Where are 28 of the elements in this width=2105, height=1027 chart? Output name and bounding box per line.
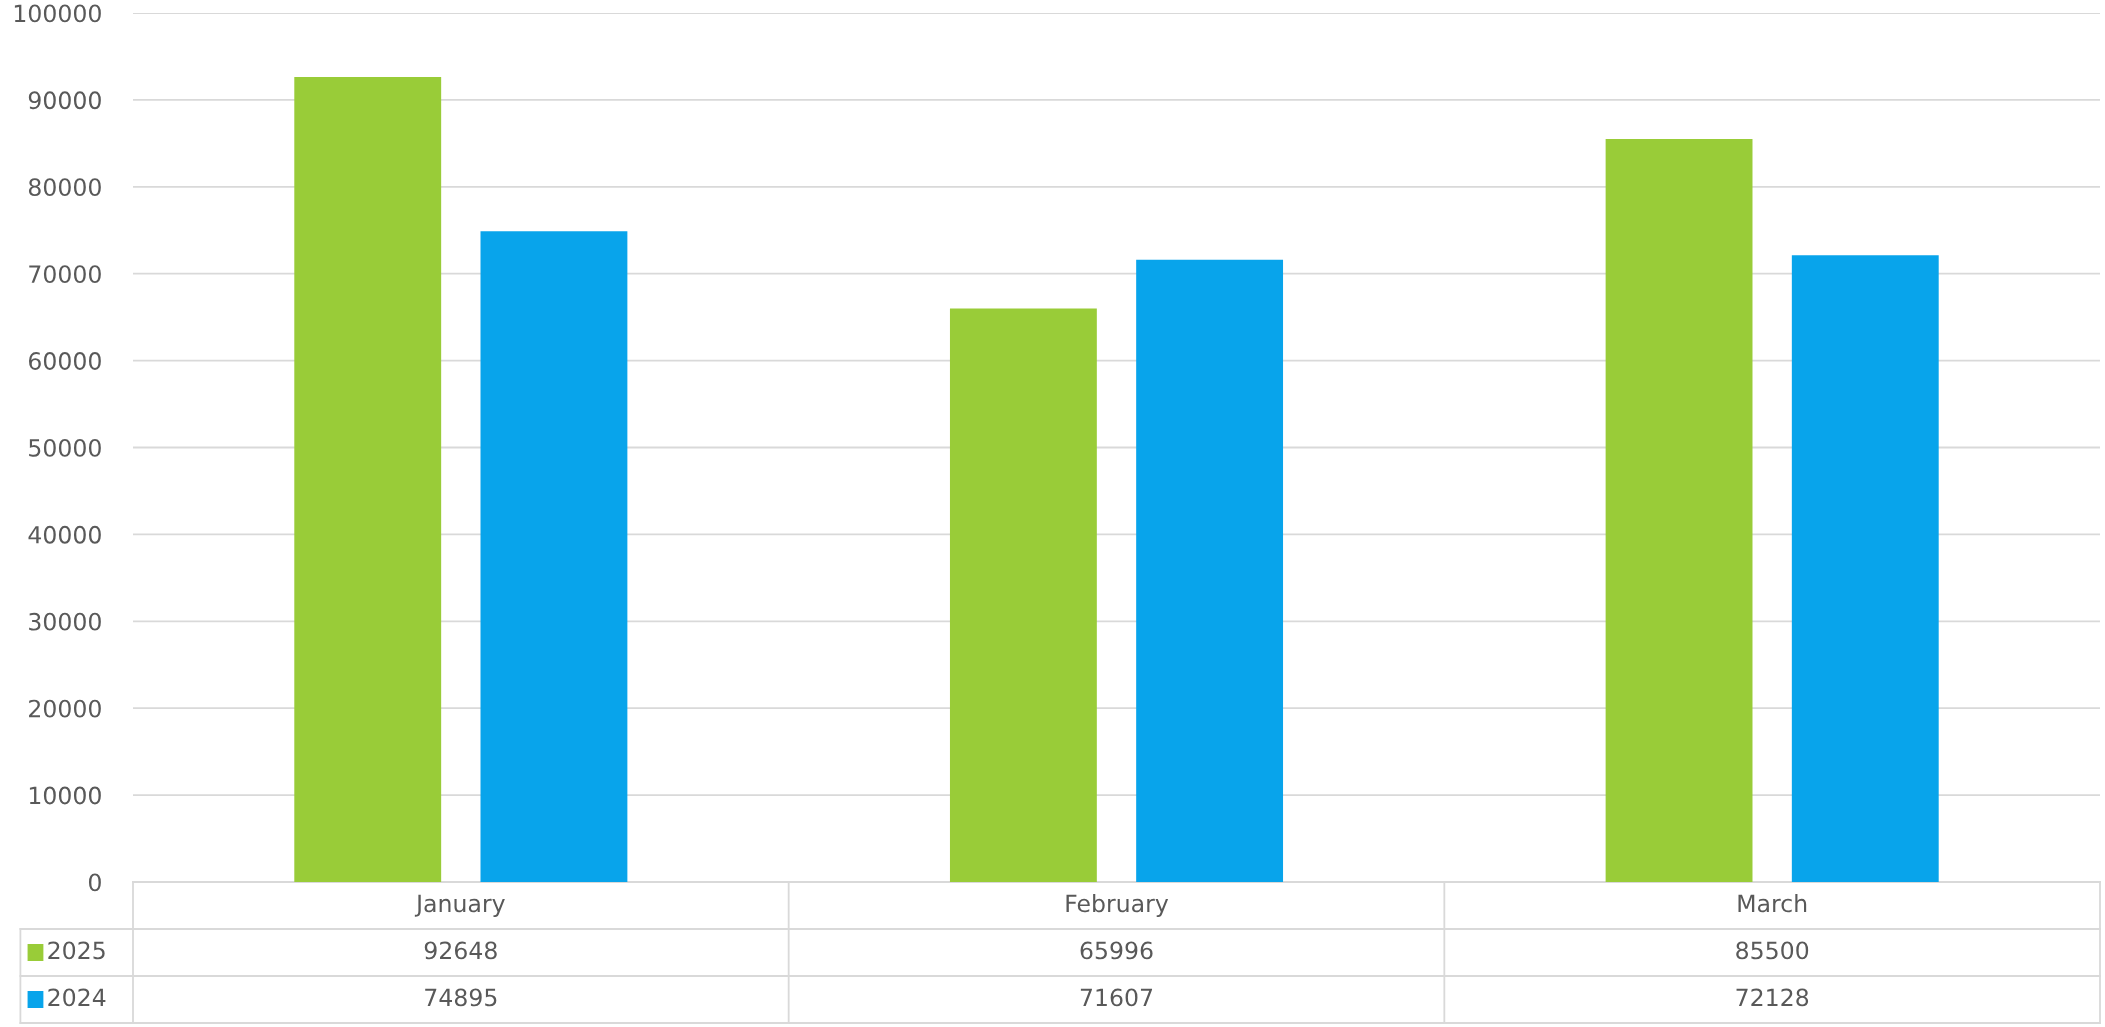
data-label: 72128 (1736, 988, 1809, 1007)
data-label: 65996 (1080, 941, 1153, 960)
data-label: 92648 (424, 941, 497, 960)
y-tick-label: 40000 (28, 525, 101, 544)
y-tick-label: 20000 (29, 699, 101, 718)
data-label: 85500 (1736, 941, 1809, 960)
x-tick-label: March (1738, 894, 1807, 913)
y-tick-label: 70000 (29, 265, 101, 284)
data-label: 74895 (425, 988, 497, 1007)
bar (480, 231, 628, 882)
legend-label: 2024 (48, 988, 106, 1007)
y-tick-label: 10000 (29, 786, 101, 805)
bar (1136, 259, 1284, 882)
y-tick-label: 50000 (29, 438, 101, 457)
x-tick-label: January (414, 894, 505, 917)
data-label: 71607 (1080, 988, 1153, 1007)
y-tick-label: 30000 (29, 612, 101, 631)
y-tick-label: 60000 (28, 352, 101, 370)
bar (1605, 139, 1753, 882)
legend-label: 2025 (48, 941, 105, 960)
bar (949, 308, 1097, 882)
y-tick-label: 80000 (28, 178, 101, 197)
y-tick-label: 0 (88, 873, 101, 892)
bar (294, 76, 442, 882)
bar (1791, 255, 1939, 882)
y-tick-label: 100000 (14, 4, 101, 23)
x-tick-label: February (1066, 894, 1169, 917)
y-tick-label: 90000 (28, 91, 101, 110)
